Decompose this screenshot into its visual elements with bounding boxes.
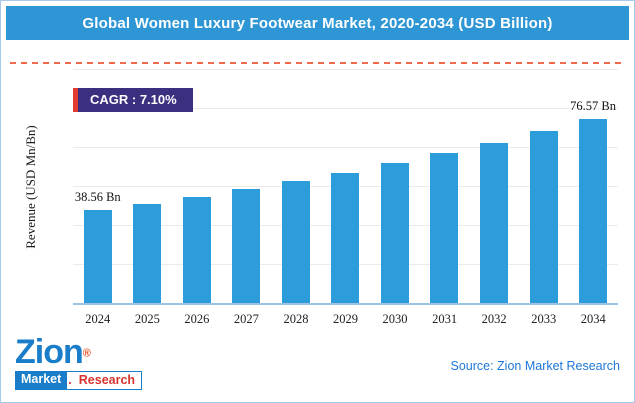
plot-area: 38.56 Bn 76.57 Bn (73, 68, 618, 305)
chart-region: CAGR : 7.10% Revenue (USD Mn/Bn) 38.56 B… (1, 68, 634, 331)
bar-2033 (529, 131, 558, 303)
x-axis-label: 2028 (283, 311, 309, 326)
x-axis-label: 2024 (85, 311, 111, 326)
bar-value-label: 38.56 Bn (74, 190, 121, 204)
bar-2027 (232, 189, 261, 303)
bar-2034: 76.57 Bn (570, 99, 616, 303)
y-axis-title: Revenue (USD Mn/Bn) (3, 68, 59, 305)
x-axis-label: 2026 (184, 311, 210, 326)
registered-mark-icon: ® (82, 347, 91, 360)
zion-logo: Zion® Market. Research (15, 333, 143, 390)
source-text: Source: Zion Market Research (450, 359, 620, 373)
x-axis-label: 2027 (233, 311, 259, 326)
bar-2025 (133, 204, 162, 303)
bar-2029 (331, 173, 360, 303)
bar-2031 (430, 153, 459, 303)
x-axis-label: 2033 (531, 311, 557, 326)
logo-market-label: Market (15, 371, 68, 390)
dashed-divider (10, 62, 625, 64)
bar-2032 (480, 143, 509, 303)
logo-brand-text: Zion (15, 333, 84, 371)
chart-title: Global Women Luxury Footwear Market, 202… (82, 14, 553, 32)
bars: 38.56 Bn 76.57 Bn (73, 68, 618, 303)
chart-title-bar: Global Women Luxury Footwear Market, 202… (6, 6, 629, 40)
x-axis-label: 2032 (481, 311, 507, 326)
footer: Zion® Market. Research Source: Zion Marke… (15, 335, 620, 390)
y-axis-title-text: Revenue (USD Mn/Bn) (23, 124, 38, 249)
x-axis-label: 2025 (134, 311, 160, 326)
logo-research-label: Research (72, 371, 143, 390)
bar-value-label: 76.57 Bn (570, 99, 616, 113)
x-axis-label: 2034 (580, 311, 606, 326)
logo-dot: . (67, 371, 73, 390)
logo-subline: Market. Research (15, 371, 143, 390)
bar-2028 (281, 181, 310, 303)
x-axis-label: 2030 (382, 311, 408, 326)
x-axis-label: 2031 (432, 311, 458, 326)
x-axis-label: 2029 (333, 311, 358, 326)
cagr-badge: CAGR : 7.10% (73, 88, 193, 112)
x-axis-labels: 2024 2025 2026 2027 2028 2029 2030 2031 2032 2033… (73, 307, 618, 331)
cagr-label: CAGR : 7.10% (90, 92, 177, 107)
bar-2026 (182, 197, 211, 303)
bar-2030 (380, 163, 409, 303)
bar-2024: 38.56 Bn (75, 190, 121, 303)
